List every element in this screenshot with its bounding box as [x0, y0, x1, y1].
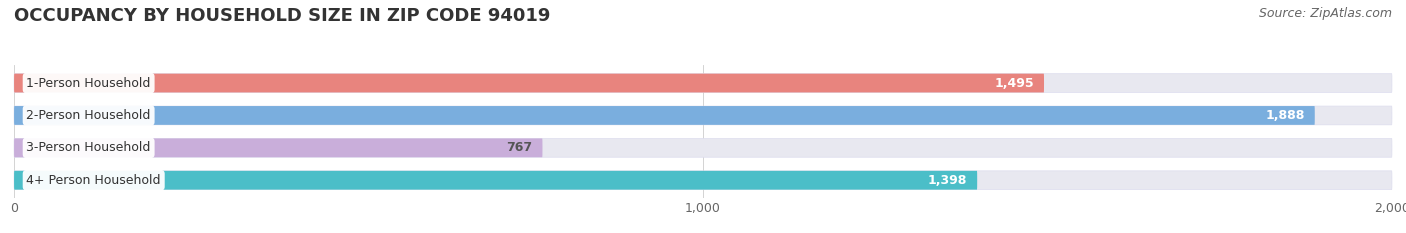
Text: 1,495: 1,495	[994, 77, 1033, 89]
FancyBboxPatch shape	[14, 74, 1392, 93]
FancyBboxPatch shape	[14, 106, 1392, 125]
Text: 2-Person Household: 2-Person Household	[27, 109, 150, 122]
FancyBboxPatch shape	[14, 171, 977, 190]
Text: 1,398: 1,398	[928, 174, 967, 187]
Text: Source: ZipAtlas.com: Source: ZipAtlas.com	[1258, 7, 1392, 20]
Text: 1,888: 1,888	[1265, 109, 1305, 122]
FancyBboxPatch shape	[14, 74, 1045, 93]
FancyBboxPatch shape	[14, 171, 1392, 190]
Text: OCCUPANCY BY HOUSEHOLD SIZE IN ZIP CODE 94019: OCCUPANCY BY HOUSEHOLD SIZE IN ZIP CODE …	[14, 7, 550, 25]
Text: 767: 767	[506, 141, 531, 154]
FancyBboxPatch shape	[14, 138, 1392, 157]
Text: 3-Person Household: 3-Person Household	[27, 141, 150, 154]
Text: 4+ Person Household: 4+ Person Household	[27, 174, 160, 187]
Text: 1-Person Household: 1-Person Household	[27, 77, 150, 89]
FancyBboxPatch shape	[14, 138, 543, 157]
FancyBboxPatch shape	[14, 106, 1315, 125]
